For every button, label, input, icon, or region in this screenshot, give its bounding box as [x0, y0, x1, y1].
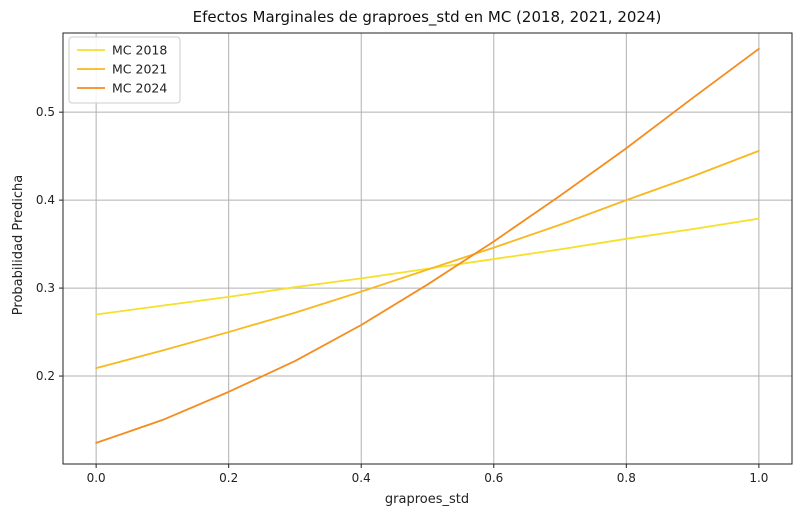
y-tick-label: 0.2: [36, 369, 55, 383]
legend-label: MC 2021: [112, 62, 167, 77]
legend-label: MC 2018: [112, 43, 167, 58]
legend-box: [68, 36, 181, 104]
series-line-mc-2018: [95, 217, 760, 316]
x-tick-label: 1.0: [749, 471, 768, 485]
y-axis-label: Probabilidad Predicha: [11, 175, 26, 315]
series-line-mc-2024: [95, 47, 760, 444]
chart-title: Efectos Marginales de graproes_std en MC…: [193, 8, 662, 27]
y-tick-label: 0.3: [36, 281, 55, 295]
series-line-mc-2021: [95, 149, 760, 370]
y-tick-label: 0.5: [36, 105, 55, 119]
x-tick-label: 0.8: [617, 471, 636, 485]
x-tick-label: 0.0: [87, 471, 106, 485]
x-tick-label: 0.6: [484, 471, 503, 485]
y-tick-label: 0.4: [36, 193, 55, 207]
legend: MC 2018 MC 2021 MC 2024: [68, 36, 181, 104]
x-tick-label: 0.2: [219, 471, 238, 485]
series-layer: [95, 47, 760, 444]
plot-frame: [62, 32, 793, 465]
grid: [63, 33, 792, 464]
ticks: 0.0 0.2 0.4 0.6 0.8 1.0 0.2 0.3 0.4 0.5: [36, 105, 769, 485]
x-tick-label: 0.4: [352, 471, 371, 485]
x-axis-label: graproes_std: [385, 492, 469, 507]
legend-label: MC 2024: [112, 81, 167, 96]
